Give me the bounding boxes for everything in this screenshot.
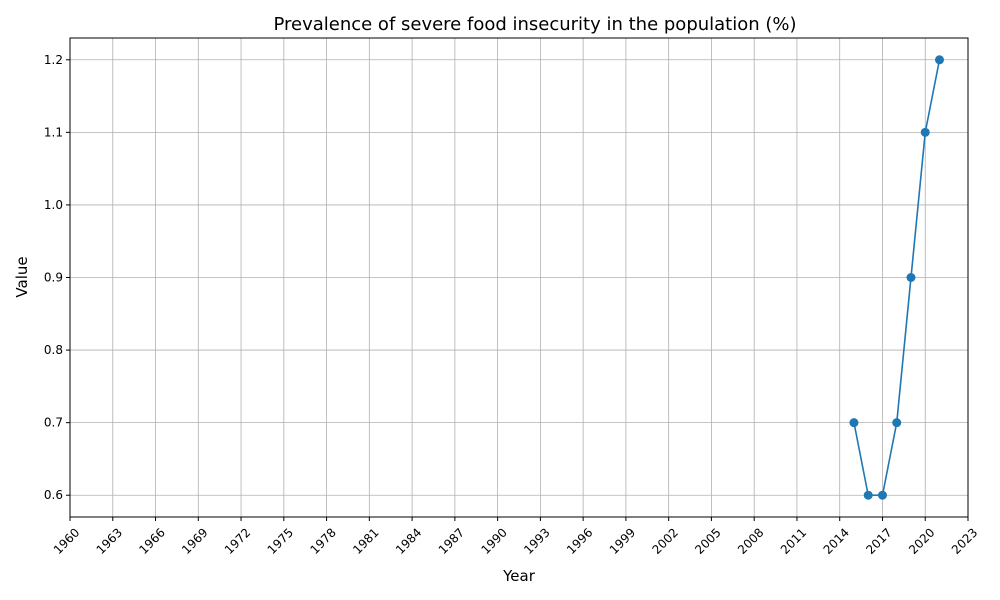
y-tick-label: 0.8 xyxy=(44,343,63,357)
x-tick-label: 1963 xyxy=(94,525,125,556)
data-point xyxy=(849,418,859,428)
x-axis: 1960 1963 1966 1969 1972 1975 1978 1981 1984 1987… xyxy=(51,517,980,557)
chart-title: Prevalence of severe food insecurity in … xyxy=(273,14,796,35)
x-tick-label: 2005 xyxy=(692,525,723,556)
x-tick-label: 1978 xyxy=(307,525,338,556)
x-tick-label: 1966 xyxy=(136,525,167,556)
x-tick-label: 1972 xyxy=(222,525,253,556)
y-tick-label: 1.0 xyxy=(44,198,63,212)
data-point xyxy=(863,490,873,500)
x-tick-label: 1981 xyxy=(350,525,381,556)
grid xyxy=(69,38,969,517)
x-tick-label: 1987 xyxy=(436,525,467,556)
data-point xyxy=(920,127,930,137)
x-tick-label: 2002 xyxy=(650,525,681,556)
x-tick-label: 1975 xyxy=(265,525,296,556)
x-tick-label: 2017 xyxy=(863,525,894,556)
x-axis-label: Year xyxy=(502,567,536,585)
y-axis: 0.6 0.7 0.8 0.9 1.0 1.1 1.2 xyxy=(44,53,70,502)
data-point xyxy=(892,418,902,428)
x-tick-label: 2014 xyxy=(821,525,852,556)
y-axis-label: Value xyxy=(13,256,31,297)
data-point xyxy=(877,490,887,500)
y-tick-label: 0.7 xyxy=(44,416,63,430)
y-tick-label: 0.6 xyxy=(44,488,63,502)
data-point xyxy=(906,273,916,282)
x-tick-label: 1993 xyxy=(521,525,552,556)
y-tick-label: 0.9 xyxy=(44,271,63,285)
x-tick-label: 1969 xyxy=(179,525,210,556)
x-tick-label: 2011 xyxy=(778,525,809,556)
y-tick-label: 1.2 xyxy=(44,53,63,67)
x-tick-label: 1999 xyxy=(607,525,638,556)
data-point xyxy=(934,55,944,65)
x-tick-label: 2023 xyxy=(949,525,980,556)
x-tick-label: 1960 xyxy=(51,525,82,556)
x-tick-label: 2008 xyxy=(735,525,766,556)
x-tick-label: 1996 xyxy=(564,525,595,556)
y-tick-label: 1.1 xyxy=(44,125,63,139)
x-tick-label: 2020 xyxy=(906,525,937,556)
x-tick-label: 1984 xyxy=(393,525,424,556)
x-tick-label: 1990 xyxy=(478,525,509,556)
series-layer xyxy=(849,55,944,500)
